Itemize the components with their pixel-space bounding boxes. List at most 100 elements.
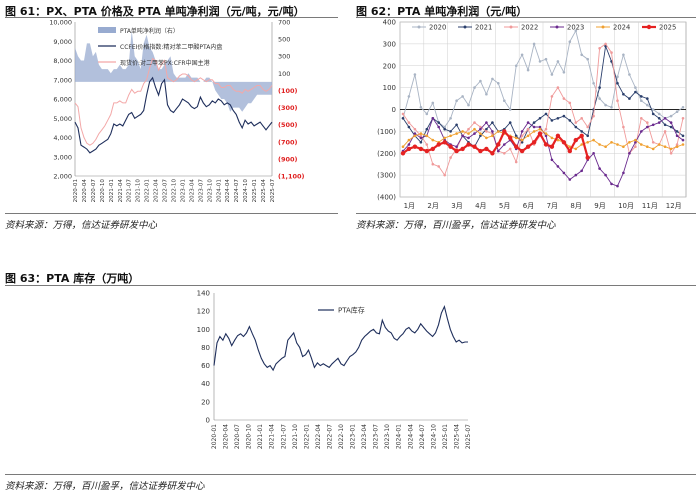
c62-point-2021 — [598, 86, 601, 89]
c62-point-2024 — [431, 138, 435, 142]
c62-point-2025 — [454, 148, 459, 154]
c63-x-tick-label: 2021-04 — [269, 424, 276, 449]
c62-point-2023 — [604, 173, 607, 177]
c62-point-2022 — [473, 121, 476, 124]
c62-point-2020 — [503, 99, 506, 102]
c61-x-tick-label: 2024-04 — [225, 179, 231, 203]
c62-x-tick-label: 1月 — [404, 202, 415, 210]
c62-point-2020 — [598, 97, 601, 100]
c62-point-2024 — [419, 132, 423, 135]
c62-point-2022 — [616, 99, 619, 102]
c62-x-tick-label: 11月 — [642, 202, 658, 210]
c62-point-2022 — [681, 117, 685, 120]
c62-point-2023 — [431, 117, 435, 120]
c62-legend-marker-2025 — [646, 24, 652, 30]
c62-point-2025 — [418, 146, 424, 152]
c62-point-2023 — [544, 134, 548, 138]
c62-point-2020 — [610, 106, 613, 109]
c62-point-2025 — [555, 133, 561, 138]
c62-point-2020 — [634, 86, 637, 89]
c62-point-2024 — [657, 143, 661, 146]
c62-point-2022 — [592, 114, 595, 118]
c61-y-right-tick-label: (300) — [278, 104, 298, 112]
c62-point-2020 — [574, 29, 578, 33]
c61-series-line-2 — [74, 57, 273, 146]
c62-point-2024 — [556, 138, 560, 142]
c62-legend-marker-2022 — [509, 25, 513, 29]
c62-point-2023 — [556, 165, 560, 168]
c62-legend-label: 2020 — [429, 24, 446, 32]
c62-point-2022 — [413, 127, 417, 131]
c62-point-2025 — [508, 135, 513, 141]
c61-x-tick-label: 2023-04 — [189, 179, 195, 203]
c63-x-tick-label: 2020-07 — [234, 424, 241, 449]
c62-point-2022 — [526, 127, 530, 131]
c63-x-tick-label: 2024-07 — [419, 424, 426, 449]
c62-point-2022 — [479, 125, 482, 129]
c62-point-2022 — [556, 86, 560, 89]
c62-point-2020 — [580, 53, 583, 57]
c62-point-2023 — [610, 182, 613, 186]
c62-point-2024 — [443, 136, 447, 140]
c62-point-2021 — [562, 114, 566, 118]
c61-y-left-tick-label: 2,000 — [53, 173, 72, 181]
c62-point-2021 — [532, 121, 536, 124]
c62-point-2024 — [449, 134, 452, 138]
c62-point-2022 — [604, 42, 607, 46]
c61-x-tick-label: 2024-01 — [216, 179, 222, 203]
c62-point-2023 — [503, 143, 506, 146]
c62-point-2020 — [657, 112, 661, 116]
c62-point-2025 — [412, 144, 418, 149]
c62-point-2025 — [478, 148, 483, 154]
c62-point-2021 — [550, 119, 554, 122]
c62-point-2022 — [503, 152, 506, 155]
c63-x-tick-label: 2021-01 — [257, 424, 264, 449]
c62-point-2020 — [622, 53, 625, 57]
c62-x-tick-label: 7月 — [547, 202, 558, 210]
c62-point-2022 — [675, 143, 679, 146]
c62-point-2024 — [681, 143, 685, 146]
c62-point-2021 — [443, 127, 447, 131]
figure-62-source-rule — [356, 213, 696, 214]
c62-point-2023 — [651, 123, 655, 127]
c61-y-left-tick-label: 9,000 — [53, 38, 72, 46]
c62-point-2022 — [562, 97, 566, 100]
figure-61-source-rule — [5, 213, 338, 214]
c62-point-2024 — [461, 130, 464, 133]
c62-point-2023 — [646, 125, 649, 129]
c63-x-tick-label: 2021-10 — [292, 424, 299, 449]
c62-point-2024 — [485, 136, 488, 140]
c63-y-tick-label: 40 — [201, 380, 210, 388]
c62-point-2024 — [586, 141, 589, 144]
c62-point-2024 — [568, 145, 572, 148]
c62-point-2023 — [473, 132, 476, 135]
c62-legend-marker-2023 — [555, 25, 559, 29]
c63-x-tick-label: 2024-04 — [407, 424, 414, 449]
c62-point-2021 — [568, 119, 572, 122]
c62-point-2024 — [413, 134, 417, 138]
c62-point-2020 — [431, 101, 435, 105]
c62-point-2020 — [497, 82, 500, 85]
c62-point-2023 — [550, 158, 554, 162]
c62-point-2020 — [586, 57, 589, 61]
c62-point-2020 — [508, 108, 512, 111]
c62-point-2022 — [550, 95, 554, 98]
c62-point-2022 — [514, 160, 518, 164]
c62-point-2023 — [616, 184, 619, 188]
c62-point-2020 — [413, 73, 417, 76]
c62-point-2020 — [485, 92, 488, 96]
c62-y-tick-label: 100 — [383, 84, 396, 92]
c62-point-2023 — [562, 171, 566, 175]
c62-point-2020 — [443, 125, 447, 129]
c61-x-tick-label: 2023-07 — [198, 179, 204, 203]
c62-point-2025 — [531, 140, 537, 145]
c62-x-tick-label: 10月 — [618, 202, 634, 210]
c62-x-tick-label: 4月 — [475, 202, 486, 210]
c62-point-2024 — [425, 134, 429, 138]
c62-point-2020 — [544, 57, 548, 61]
c61-x-tick-label: 2021-07 — [127, 179, 133, 203]
c61-y-left-tick-label: 10,000 — [49, 19, 72, 27]
c62-point-2023 — [681, 138, 685, 142]
c62-point-2025 — [496, 142, 501, 147]
c61-legend-label: PTA单吨净利润（右） — [120, 27, 179, 35]
